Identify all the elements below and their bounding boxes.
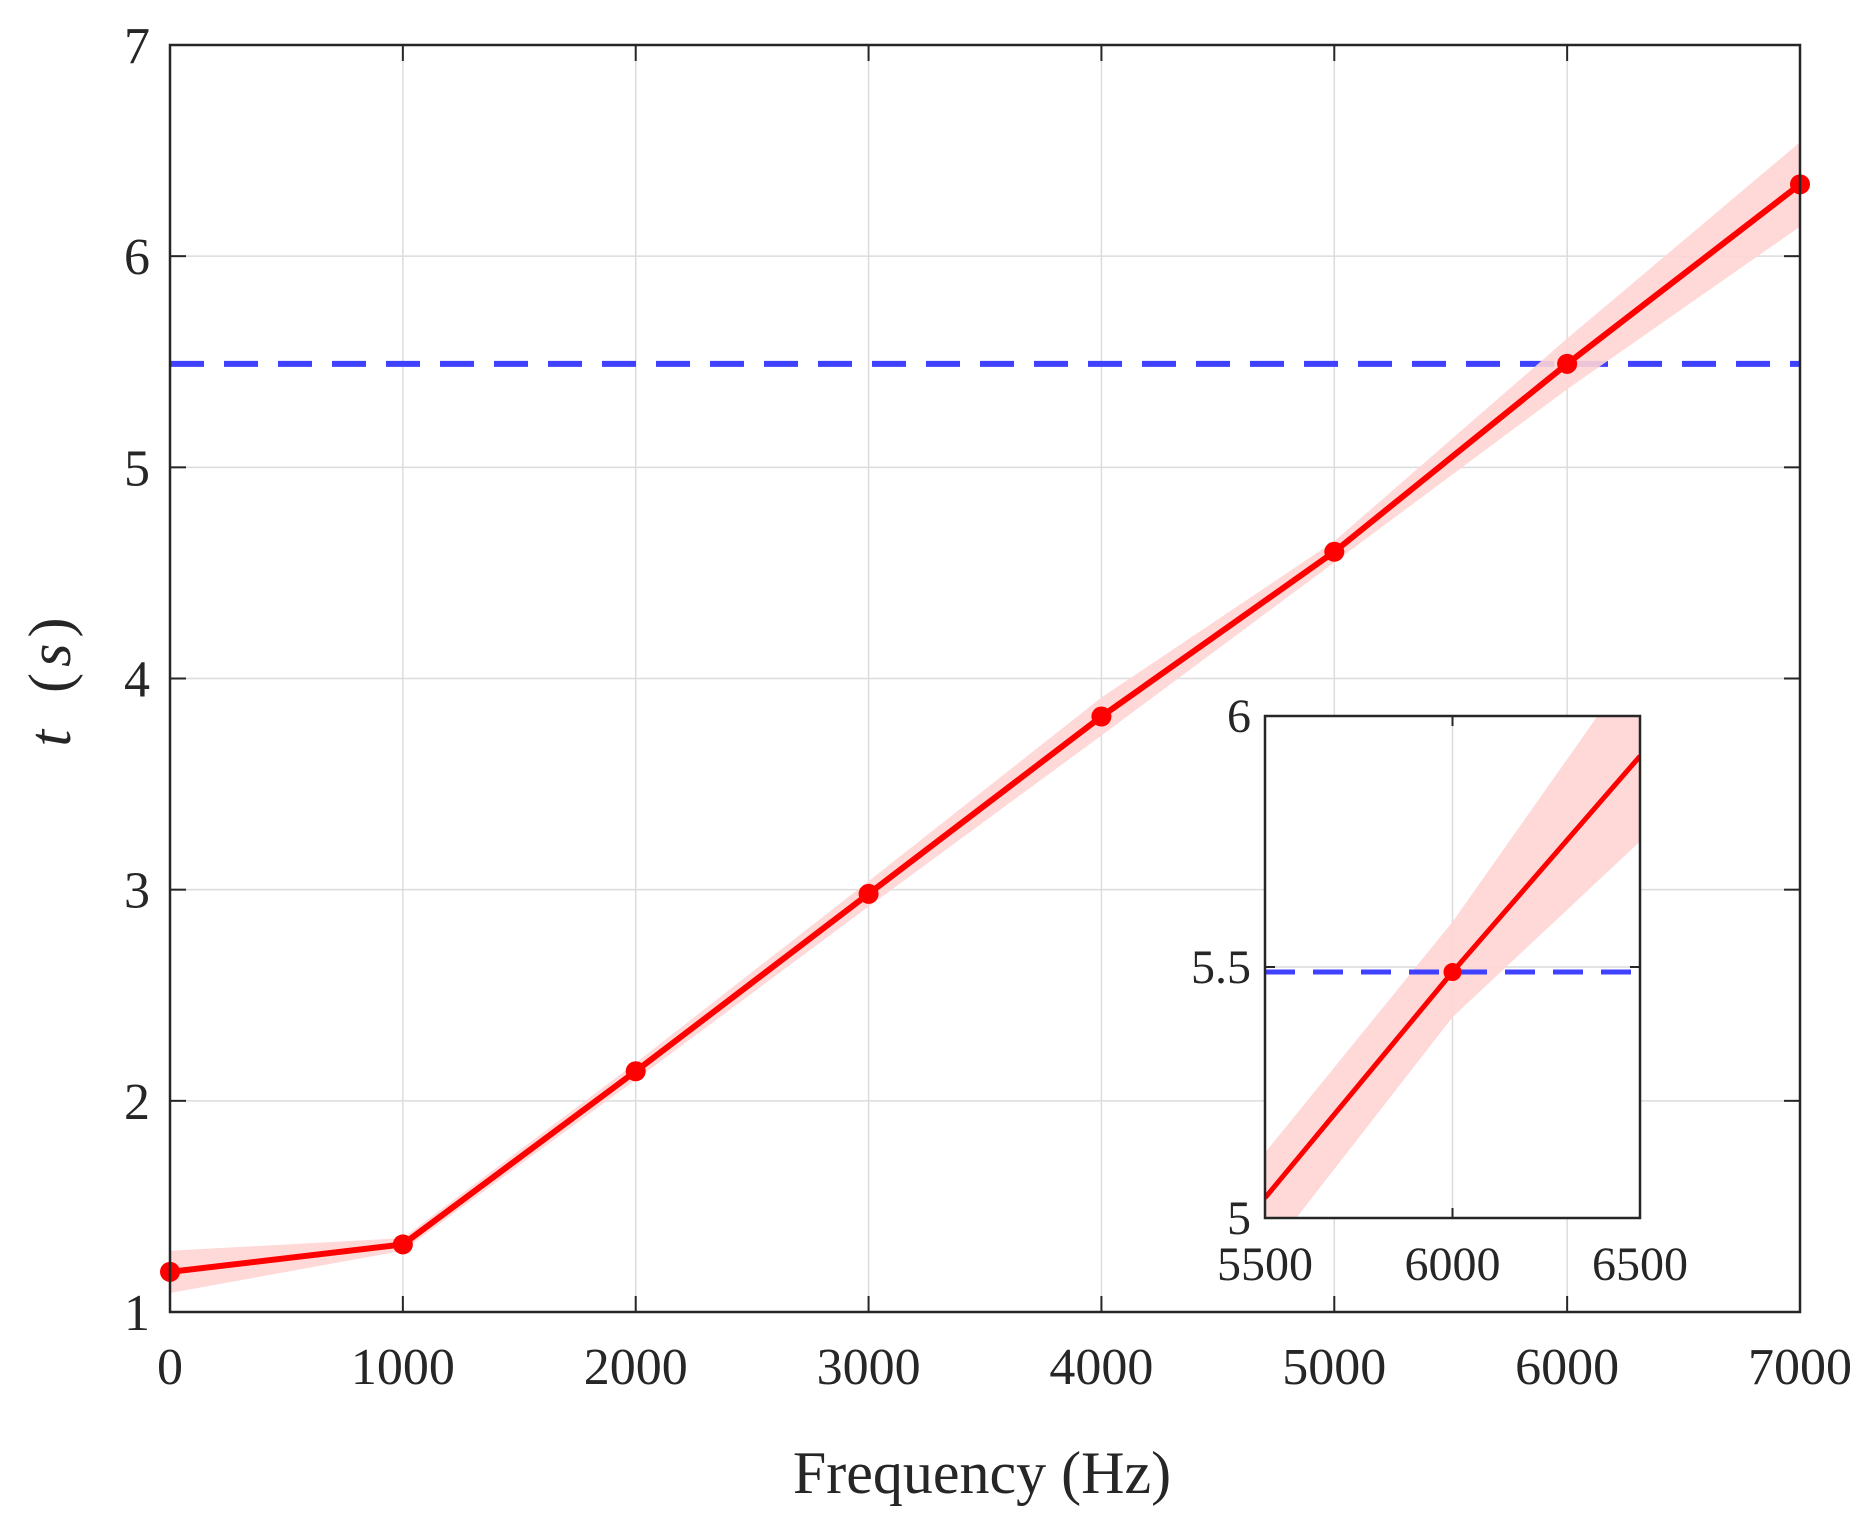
main-y-tick-labels: 1 2 3 4 5 6 7: [124, 18, 150, 1342]
main-y-tick-label-6: 6: [124, 229, 150, 286]
main-y-tick-label-3: 3: [124, 863, 150, 920]
inset-axes: [1263, 714, 1642, 1220]
main-data-point-4000: [1091, 706, 1112, 727]
main-y-tick-label-1: 1: [124, 1285, 150, 1342]
main-data-point-2000: [625, 1061, 646, 1082]
inset-x-tick-label-6000: 6000: [1405, 1238, 1501, 1291]
main-x-tick-label-1000: 1000: [351, 1339, 455, 1396]
inset-series: [1265, 754, 1640, 1200]
main-x-tick-label-0: 0: [157, 1339, 183, 1396]
main-y-tick-label-4: 4: [124, 652, 150, 709]
main-grid: [170, 45, 1800, 1312]
y-axis-label: t ( s): [17, 618, 83, 747]
main-data-point-3000: [858, 883, 879, 904]
main-x-tick-label-4000: 4000: [1049, 1339, 1153, 1396]
inset-data-point-6000: [1443, 963, 1462, 982]
main-axes: [168, 43, 1802, 1314]
main-x-tick-label-7000: 7000: [1748, 1339, 1852, 1396]
main-data-point-5000: [1324, 541, 1345, 562]
main-x-tick-label-6000: 6000: [1515, 1339, 1619, 1396]
svg-text:t (s): t ( s): [17, 618, 83, 747]
main-x-tick-label-2000: 2000: [584, 1339, 688, 1396]
main-series-line: [170, 181, 1800, 1275]
y-axis-label-unit: s: [17, 643, 83, 666]
inset-y-tick-label-5: 5: [1227, 1192, 1251, 1245]
inset-y-tick-label-5.5: 5.5: [1191, 941, 1251, 994]
inset-x-tick-labels: 5500 6000 6500: [1217, 1238, 1688, 1291]
inset-y-tick-labels: 55.56: [1191, 690, 1251, 1245]
main-data-point-1000: [392, 1234, 413, 1255]
main-x-tick-label-3000: 3000: [817, 1339, 921, 1396]
y-axis-label-open-paren: (: [17, 673, 83, 693]
main-x-tick-label-5000: 5000: [1282, 1339, 1386, 1396]
main-y-tick-label-2: 2: [124, 1074, 150, 1131]
main-x-tick-labels: 0 1000 2000 3000 4000 5000 6000 7000: [157, 1339, 1852, 1396]
inset-y-tick-label-6: 6: [1227, 690, 1251, 743]
y-axis-label-var: t: [17, 729, 83, 747]
inset-x-tick-label-5500: 5500: [1217, 1238, 1313, 1291]
main-series: [160, 174, 1810, 1282]
main-data-point-6000: [1557, 353, 1578, 374]
main-y-tick-label-5: 5: [124, 440, 150, 497]
y-axis-label-close-paren: ): [17, 618, 83, 638]
main-y-tick-label-7: 7: [124, 18, 150, 75]
inset-x-tick-label-6500: 6500: [1592, 1238, 1688, 1291]
x-axis-label: Frequency (Hz): [793, 1440, 1171, 1506]
